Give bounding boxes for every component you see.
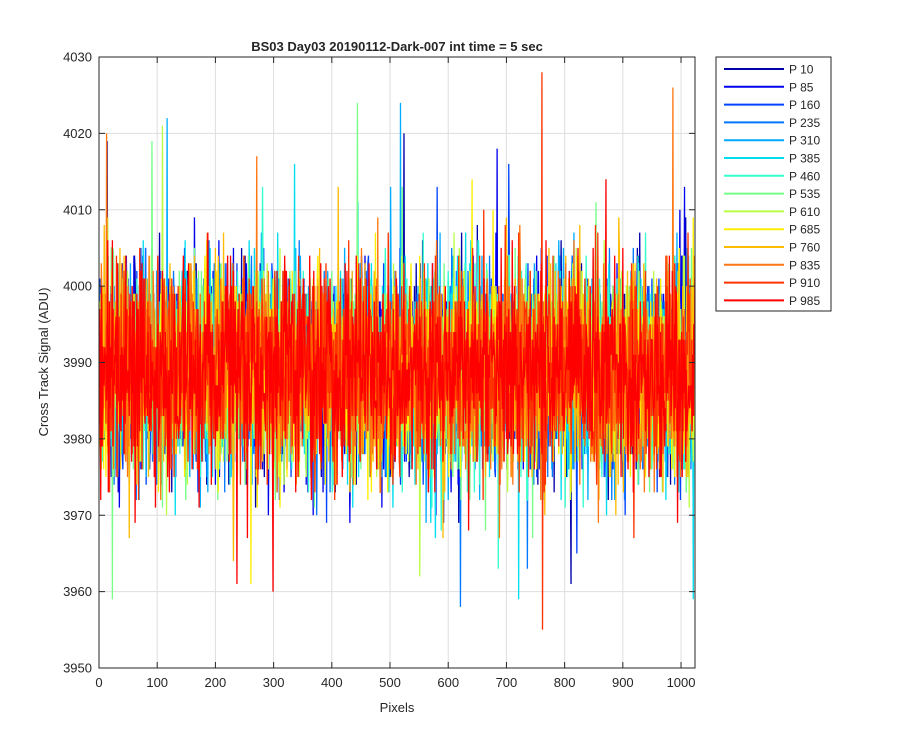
- legend-label: P 685: [789, 223, 820, 237]
- legend-label: P 835: [789, 258, 820, 272]
- x-axis-label: Pixels: [380, 700, 415, 715]
- y-tick-label: 3950: [63, 661, 92, 676]
- legend: P 10 P 85 P 160 P 235 P 310 P 385 P 460 P 535 P …: [715, 56, 832, 312]
- legend-label: P 235: [789, 116, 820, 130]
- legend-label: P 760: [789, 241, 820, 255]
- x-tick-label: 400: [321, 675, 343, 690]
- y-axis-label: Cross Track Signal (ADU): [36, 288, 51, 437]
- legend-label: P 910: [789, 276, 820, 290]
- legend-label: P 385: [789, 152, 820, 166]
- y-tick-label: 4020: [63, 126, 92, 141]
- legend-label: P 310: [789, 134, 820, 148]
- x-tick-label: 0: [95, 675, 102, 690]
- y-tick-label: 3970: [63, 508, 92, 523]
- legend-label: P 610: [789, 205, 820, 219]
- x-tick-label: 100: [146, 675, 168, 690]
- x-tick-label: 300: [263, 675, 285, 690]
- chart-title: BS03 Day03 20190112-Dark-007 int time = …: [251, 39, 543, 54]
- x-tick-label: 600: [437, 675, 459, 690]
- legend-label: P 460: [789, 169, 820, 183]
- ticks: 0 100 200 300 400 500 600 700 800 900 1000 3950 3960…: [63, 50, 695, 691]
- x-tick-label: 900: [612, 675, 634, 690]
- legend-label: P 160: [789, 98, 820, 112]
- legend-label: P 10: [789, 63, 814, 77]
- series-line-p-985: [99, 179, 695, 592]
- legend-label: P 85: [789, 80, 814, 94]
- y-tick-label: 4010: [63, 202, 92, 217]
- legend-label: P 535: [789, 187, 820, 201]
- x-tick-label: 800: [554, 675, 576, 690]
- x-tick-label: 200: [205, 675, 227, 690]
- y-tick-label: 4030: [63, 50, 92, 65]
- x-tick-label: 700: [496, 675, 518, 690]
- y-tick-label: 3990: [63, 355, 92, 370]
- y-tick-label: 4000: [63, 279, 92, 294]
- legend-box: [715, 56, 832, 312]
- series-group: [99, 72, 695, 630]
- y-tick-label: 3980: [63, 431, 92, 446]
- x-tick-label: 1000: [667, 675, 696, 690]
- y-tick-label: 3960: [63, 584, 92, 599]
- legend-label: P 985: [789, 294, 820, 308]
- x-tick-label: 500: [379, 675, 401, 690]
